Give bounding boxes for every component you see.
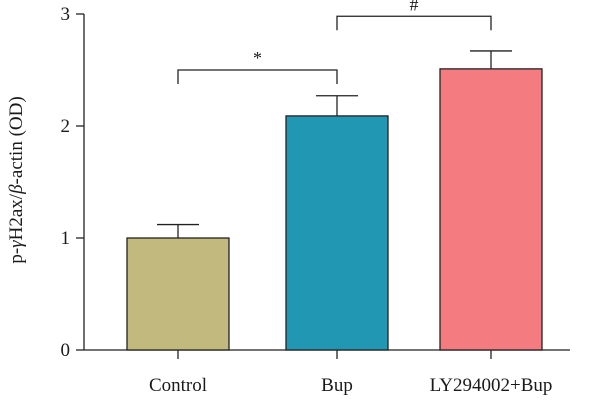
significance-bracket	[177, 69, 338, 84]
y-axis-title-suffix: -actin (OD)	[6, 96, 27, 184]
y-tick-label: 2	[61, 116, 71, 137]
y-axis-title: p-γH2ax/β-actin (OD)	[6, 96, 27, 263]
x-tick-label: Control	[149, 375, 207, 396]
bar-ly294002-bup	[439, 68, 543, 351]
x-tick-label: LY294002+Bup	[430, 375, 553, 396]
y-axis-title-prefix: p-	[6, 248, 27, 264]
y-axis-title-beta: β	[6, 184, 27, 195]
x-tick-label: Bup	[321, 375, 353, 396]
significance-label: *	[253, 48, 262, 68]
svg-text:p-γH2ax/β-actin (OD): p-γH2ax/β-actin (OD)	[6, 96, 27, 263]
y-axis-title-gamma: γ	[6, 240, 27, 248]
y-tick-label: 3	[61, 4, 71, 25]
y-tick-label: 0	[61, 340, 71, 361]
significance-label: #	[410, 0, 419, 14]
bar-bup	[285, 115, 389, 351]
y-axis-title-middle: H2ax/	[6, 193, 27, 240]
y-tick-label: 1	[61, 228, 71, 249]
plot-area: 0 1 2 3 Control Bup LY294002+Bup * #	[61, 0, 570, 396]
significance-bracket	[336, 15, 492, 31]
bar-control	[126, 237, 230, 351]
